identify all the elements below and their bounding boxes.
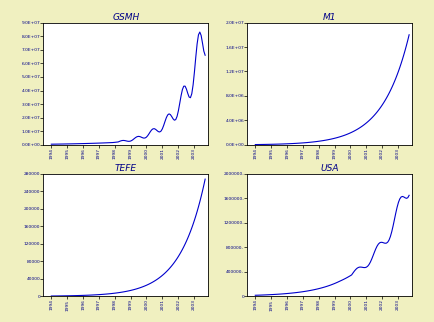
Title: TEFE: TEFE [115,164,137,173]
Title: GSMH: GSMH [112,13,139,22]
Title: M1: M1 [323,13,337,22]
Title: USA: USA [321,164,339,173]
